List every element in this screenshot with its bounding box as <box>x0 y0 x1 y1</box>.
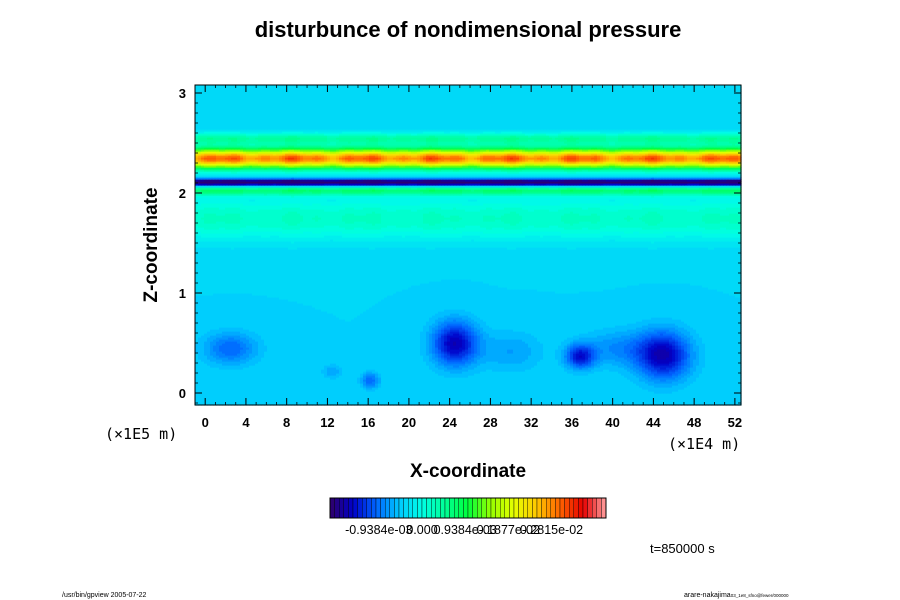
chart-title: disturbunce of nondimensional pressure <box>255 17 682 42</box>
contour-field <box>195 85 742 406</box>
